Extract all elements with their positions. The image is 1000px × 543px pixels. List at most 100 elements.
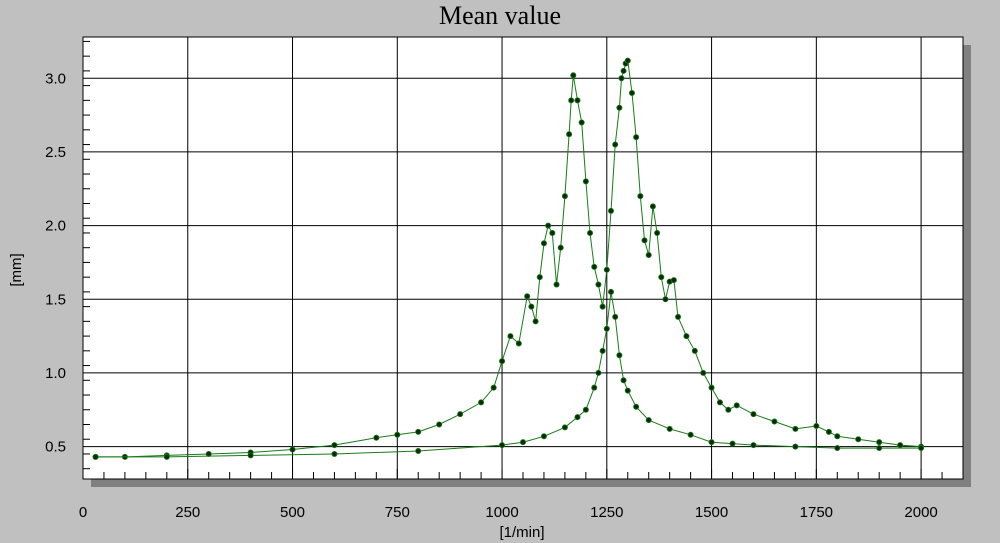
data-point: [536, 274, 543, 281]
data-point: [520, 439, 527, 446]
data-point: [645, 252, 652, 259]
data-point: [670, 277, 677, 284]
data-point: [499, 442, 506, 449]
data-point: [624, 57, 631, 64]
data-point: [633, 134, 640, 141]
tick-labels: 0 250 500 750 1000 1250 1500 1750 2000 0.5 1.0 1.5 2…: [45, 70, 938, 521]
data-point: [750, 411, 757, 418]
data-point: [163, 453, 170, 460]
grid-lines: [83, 37, 963, 479]
data-point: [612, 141, 619, 148]
data-point: [582, 178, 589, 185]
data-point: [561, 193, 568, 200]
y-tick-label: 1.5: [45, 291, 66, 308]
data-point: [876, 445, 883, 452]
data-point: [587, 229, 594, 236]
x-tick-label: 1500: [695, 504, 728, 521]
data-point: [566, 131, 573, 138]
data-point: [683, 333, 690, 340]
x-tick-label: 0: [79, 504, 87, 521]
data-point: [595, 281, 602, 288]
data-point: [834, 445, 841, 452]
data-point: [331, 442, 338, 449]
data-point: [540, 240, 547, 247]
data-point: [825, 428, 832, 435]
data-point: [620, 377, 627, 384]
data-point: [729, 440, 736, 447]
data-point: [289, 446, 296, 453]
plot-area: [82, 36, 964, 480]
data-point: [716, 399, 723, 406]
data-point: [570, 72, 577, 79]
data-point: [582, 406, 589, 413]
data-point: [616, 352, 623, 359]
data-point: [792, 443, 799, 450]
data-point: [633, 403, 640, 410]
data-point: [616, 104, 623, 111]
data-point: [490, 384, 497, 391]
data-point: [603, 266, 610, 273]
data-point: [599, 347, 606, 354]
data-point: [658, 274, 665, 281]
data-point: [813, 422, 820, 429]
x-tick-label: 750: [385, 504, 410, 521]
x-tick-label: 1750: [800, 504, 833, 521]
y-tick-label: 1.0: [45, 365, 66, 382]
data-point: [876, 439, 883, 446]
data-point: [618, 75, 625, 82]
y-tick-label: 0.5: [45, 439, 66, 456]
data-point: [578, 119, 585, 126]
data-point: [691, 347, 698, 354]
data-point: [515, 340, 522, 347]
data-point: [557, 244, 564, 251]
x-tick-label: 2000: [904, 504, 937, 521]
data-point: [666, 425, 673, 432]
data-point: [918, 445, 925, 452]
x-axis-label: [1/min]: [499, 524, 544, 541]
data-point: [855, 436, 862, 443]
data-point: [532, 318, 539, 325]
data-point: [561, 424, 568, 431]
data-point: [247, 452, 254, 459]
data-point: [595, 369, 602, 376]
data-point: [540, 433, 547, 440]
data-point: [394, 431, 401, 438]
y-tick-label: 2.5: [45, 144, 66, 161]
data-point: [620, 67, 627, 74]
chart-title: Mean value: [439, 1, 561, 30]
data-point: [608, 207, 615, 214]
data-point: [574, 414, 581, 421]
data-point: [645, 417, 652, 424]
data-point: [834, 433, 841, 440]
data-point: [415, 448, 422, 455]
data-point: [637, 193, 644, 200]
data-point: [654, 229, 661, 236]
data-point: [771, 418, 778, 425]
data-point: [708, 384, 715, 391]
data-point: [499, 358, 506, 365]
data-point: [528, 303, 535, 310]
data-point: [415, 428, 422, 435]
data-point: [733, 402, 740, 409]
data-point: [708, 439, 715, 446]
data-point: [478, 399, 485, 406]
data-point: [750, 442, 757, 449]
data-point: [628, 89, 635, 96]
series-layer: [92, 57, 925, 460]
x-tick-label: 1000: [485, 504, 518, 521]
data-point: [568, 97, 575, 104]
data-point: [608, 288, 615, 295]
data-point: [553, 281, 560, 288]
data-point: [457, 411, 464, 418]
x-tick-label: 250: [175, 504, 200, 521]
y-tick-label: 3.0: [45, 70, 66, 87]
data-point: [436, 421, 443, 428]
data-point: [700, 369, 707, 376]
data-point: [549, 229, 556, 236]
data-point: [792, 425, 799, 432]
data-point: [331, 450, 338, 457]
y-axis-label: [mm]: [8, 253, 25, 286]
data-point: [641, 237, 648, 244]
